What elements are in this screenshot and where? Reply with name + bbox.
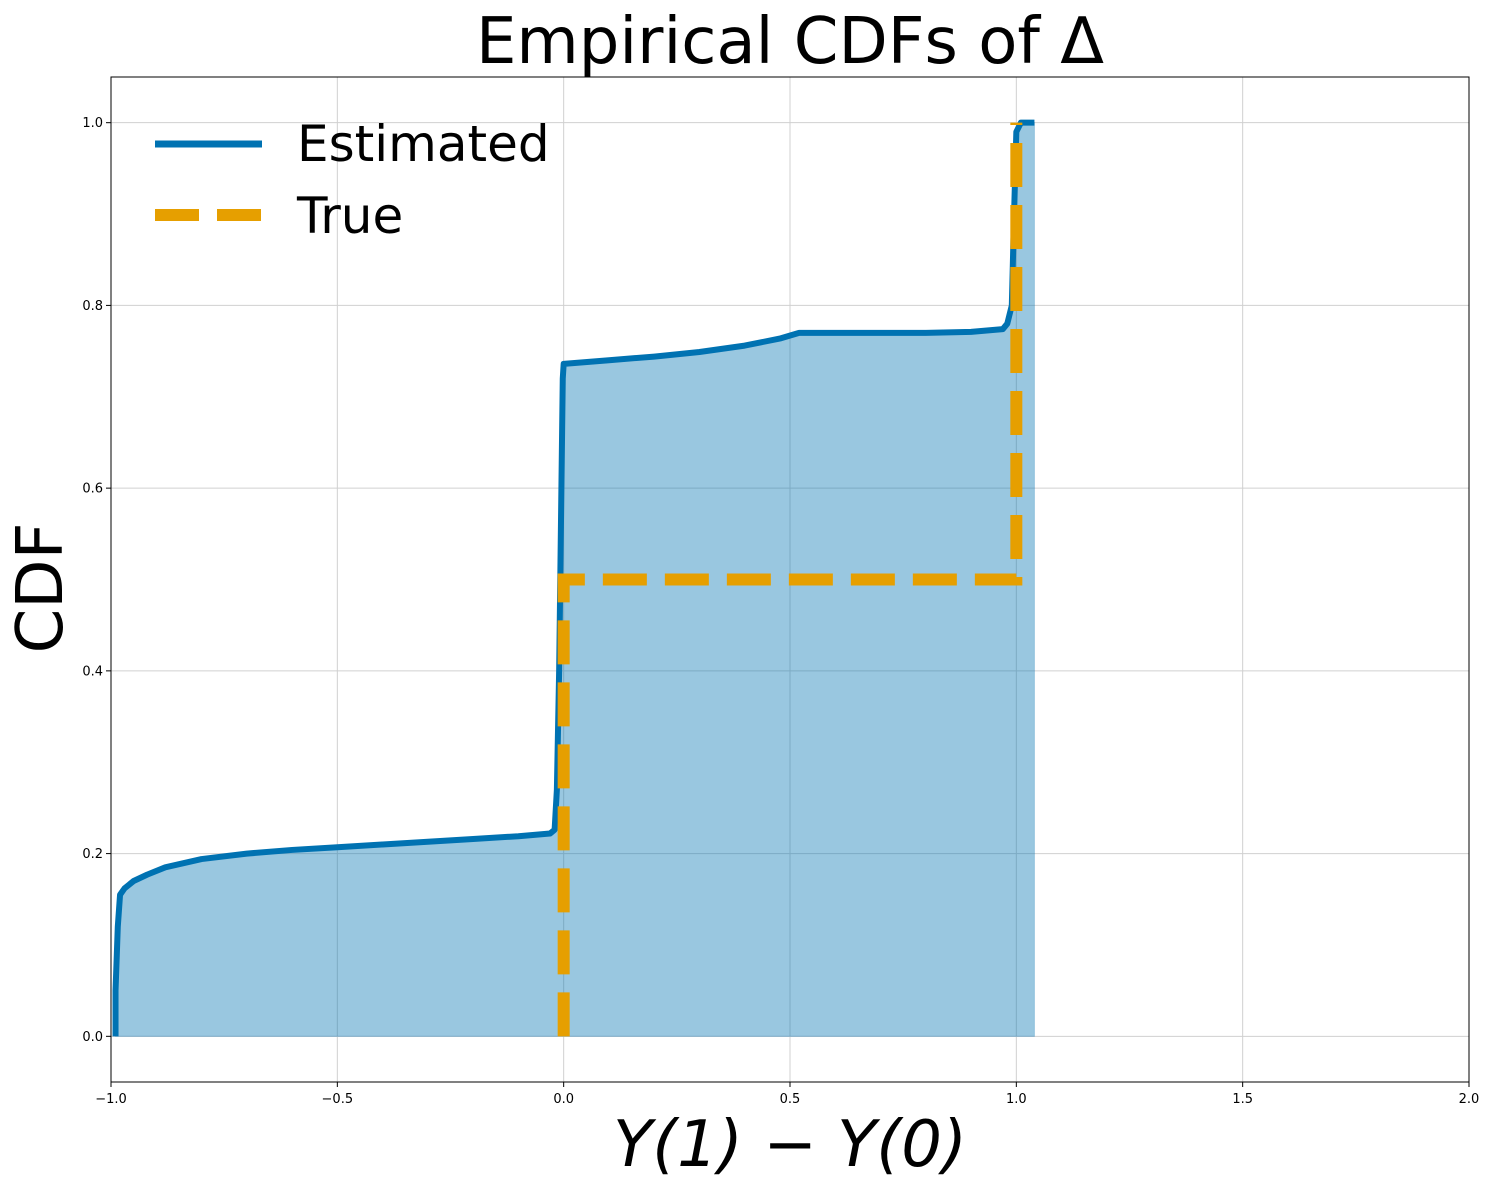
series-estimated-line: [112, 119, 1035, 1037]
y-tick-label: 1.0: [82, 116, 103, 131]
y-tick-label: 0.2: [82, 847, 103, 862]
x-tick-label: 0.0: [553, 1092, 574, 1107]
x-tick-label: −0.5: [322, 1092, 354, 1107]
x-tick-label: 0.5: [780, 1092, 801, 1107]
x-tick-label: 1.0: [1006, 1092, 1027, 1107]
x-axis-label: Y(1) − Y(0): [613, 1108, 967, 1182]
x-tick-label: 2.0: [1459, 1092, 1480, 1107]
y-tick-label: 0.8: [82, 299, 103, 314]
series-lines: [112, 119, 1035, 1037]
chart-title: Empirical CDFs of Δ: [476, 5, 1104, 79]
y-tick-label: 0.6: [82, 482, 103, 497]
y-tick-label: 0.4: [82, 664, 103, 679]
x-tick-label: −1.0: [95, 1092, 127, 1107]
x-tick-label: 1.5: [1232, 1092, 1253, 1107]
x-ticks: −1.0 −0.5 0.0 0.5 1.0 1.5 2.0: [95, 1082, 1479, 1107]
y-ticks: 0.0 0.2 0.4 0.6 0.8 1.0: [82, 116, 111, 1045]
legend: Estimated True: [155, 115, 550, 245]
y-tick-label: 0.0: [82, 1030, 103, 1045]
legend-estimated-label: Estimated: [297, 115, 550, 173]
legend-true-label: True: [296, 187, 403, 245]
y-axis-label: CDF: [4, 523, 78, 654]
series-true-line: [557, 122, 1023, 1037]
